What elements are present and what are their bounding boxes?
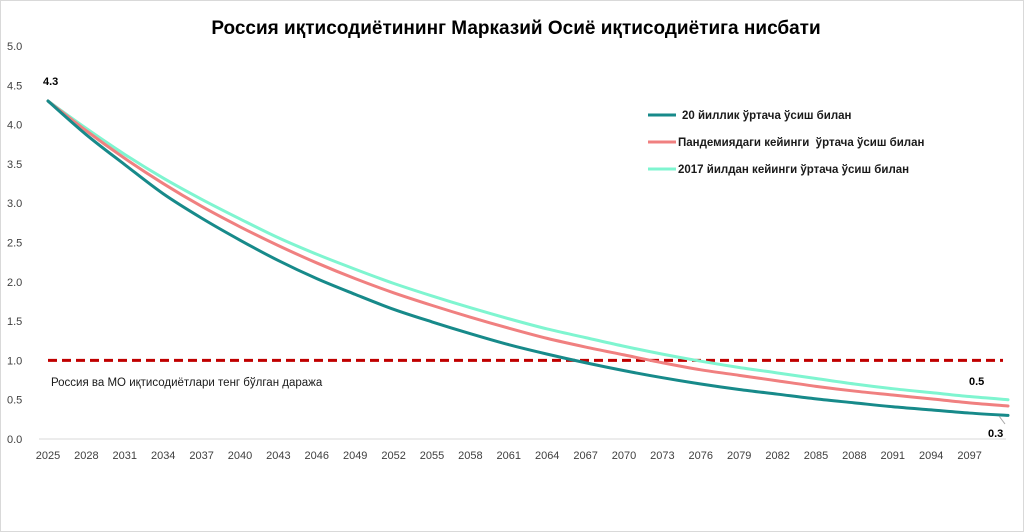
x-tick-label: 2028 — [74, 450, 98, 462]
x-tick-label: 2085 — [804, 450, 828, 462]
data-label-leader — [998, 415, 1006, 425]
data-labels: 4.3 0.5 0.3 — [43, 76, 1006, 440]
y-tick-label: 4.0 — [7, 120, 22, 132]
y-tick-label: 0.5 — [7, 395, 22, 407]
legend-item-1: Пандемиядаги кейинги ўртача ўсиш билан — [648, 137, 924, 149]
x-tick-label: 2073 — [650, 450, 674, 462]
x-tick-label: 2064 — [535, 450, 559, 462]
legend-item-2: 2017 йилдан кейинги ўртача ўсиш билан — [648, 164, 909, 176]
legend: 20 йиллик ўртача ўсиш билан Пандемиядаги … — [648, 110, 924, 176]
legend-label: Пандемиядаги кейинги ўртача ўсиш билан — [678, 137, 924, 149]
y-tick-label: 2.5 — [7, 238, 22, 250]
series-line-0 — [46, 99, 1010, 417]
y-tick-label: 5.0 — [7, 41, 22, 53]
series-lines — [46, 99, 1010, 417]
y-tick-label: 4.5 — [7, 80, 22, 92]
x-tick-label: 2082 — [765, 450, 789, 462]
data-label: 0.3 — [988, 428, 1003, 440]
chart-title: Россия иқтисодиётининг Марказий Осиё иқт… — [211, 18, 820, 39]
y-tick-label: 3.0 — [7, 198, 22, 210]
x-tick-label: 2061 — [497, 450, 521, 462]
y-tick-label: 3.5 — [7, 159, 22, 171]
legend-label: 2017 йилдан кейинги ўртача ўсиш билан — [678, 164, 909, 176]
x-tick-label: 2097 — [957, 450, 981, 462]
x-tick-label: 2076 — [689, 450, 713, 462]
x-tick-label: 2052 — [381, 450, 405, 462]
x-tick-label: 2031 — [113, 450, 137, 462]
x-tick-label: 2079 — [727, 450, 751, 462]
x-tick-label: 2034 — [151, 450, 175, 462]
data-label: 0.5 — [969, 376, 984, 388]
x-axis: 2025 2028 2031 2034 2037 2040 2043 2046 2049 2052… — [36, 450, 982, 462]
x-tick-label: 2049 — [343, 450, 367, 462]
y-tick-label: 0.0 — [7, 434, 22, 446]
y-tick-label: 1.5 — [7, 316, 22, 328]
reference-line-label: Россия ва МО иқтисодиётлари тенг бўлган … — [51, 377, 323, 389]
y-axis: 0.0 0.5 1.0 1.5 2.0 2.5 3.0 3.5 4.0 4.5 5.0 — [7, 41, 22, 446]
x-tick-label: 2046 — [305, 450, 329, 462]
x-tick-label: 2037 — [189, 450, 213, 462]
y-tick-label: 1.0 — [7, 355, 22, 367]
series-line-1 — [46, 99, 1010, 408]
legend-item-0: 20 йиллик ўртача ўсиш билан — [648, 110, 852, 122]
x-tick-label: 2091 — [881, 450, 905, 462]
x-tick-label: 2043 — [266, 450, 290, 462]
data-label: 4.3 — [43, 76, 58, 88]
x-tick-label: 2040 — [228, 450, 252, 462]
x-tick-label: 2067 — [573, 450, 597, 462]
x-tick-label: 2070 — [612, 450, 636, 462]
x-tick-label: 2094 — [919, 450, 943, 462]
legend-label: 20 йиллик ўртача ўсиш билан — [682, 110, 852, 122]
y-tick-label: 2.0 — [7, 277, 22, 289]
x-tick-label: 2025 — [36, 450, 60, 462]
x-tick-label: 2058 — [458, 450, 482, 462]
x-tick-label: 2055 — [420, 450, 444, 462]
series-line-2 — [46, 99, 1010, 402]
x-tick-label: 2088 — [842, 450, 866, 462]
